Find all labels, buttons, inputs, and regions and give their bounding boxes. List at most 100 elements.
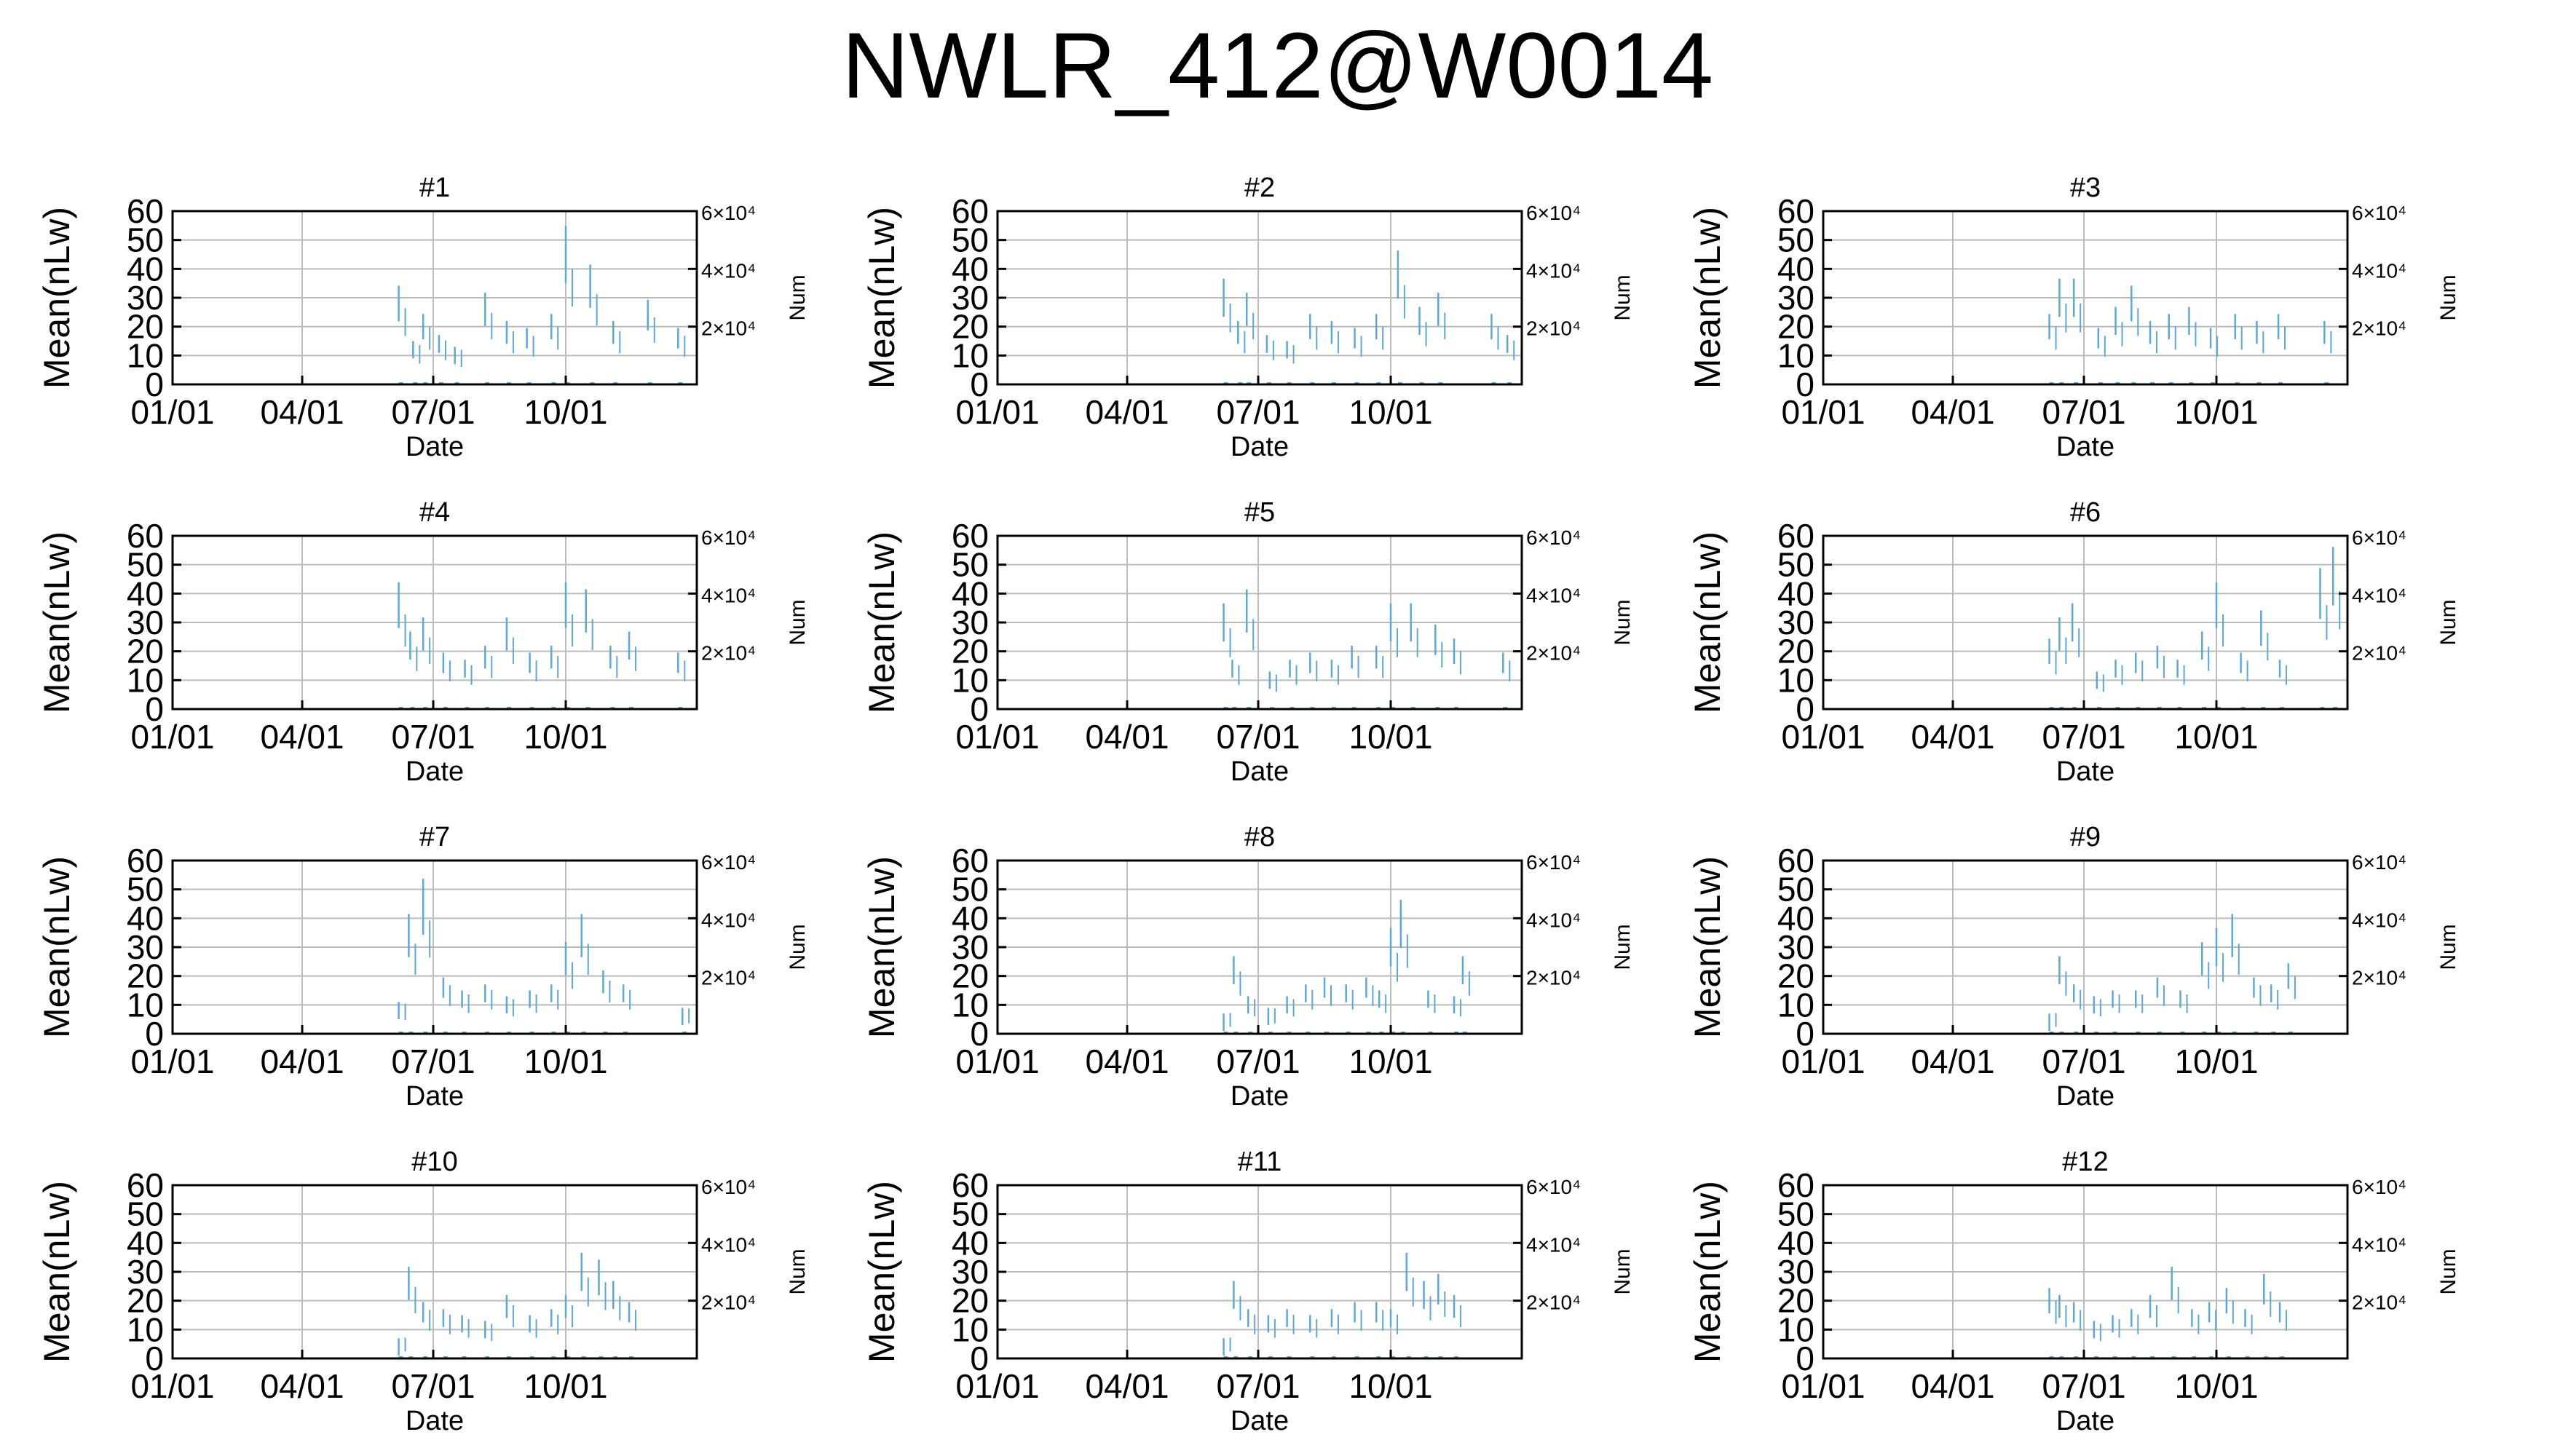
y-axis-label: Mean(nLw) xyxy=(1687,207,1728,389)
x-axis-label: Date xyxy=(2056,432,2114,462)
x-axis-label: Date xyxy=(406,756,464,787)
x-axis-label: Date xyxy=(406,1081,464,1112)
y2-tick-label: 6×10⁴ xyxy=(2352,202,2406,224)
y-tick-label: 30 xyxy=(952,1253,989,1291)
x-tick-label: 07/01 xyxy=(1216,718,1300,756)
y2-axis-label: Num xyxy=(1611,1249,1635,1294)
y-tick-label: 30 xyxy=(952,604,989,641)
y2-tick-label: 6×10⁴ xyxy=(701,1176,756,1198)
panel-title: #9 xyxy=(2070,822,2101,852)
y-tick-label: 40 xyxy=(127,899,164,937)
y-axis-label: Mean(nLw) xyxy=(861,1181,902,1363)
y-tick-label: 10 xyxy=(1777,1310,1814,1348)
y-tick-label: 60 xyxy=(952,517,989,555)
panel-title: #8 xyxy=(1244,822,1275,852)
y-tick-label: 60 xyxy=(127,842,164,879)
x-tick-label: 07/01 xyxy=(1216,1367,1300,1405)
x-tick-label: 10/01 xyxy=(524,1042,607,1080)
y-tick-label: 0 xyxy=(970,1015,989,1053)
y-tick-label: 20 xyxy=(952,1282,989,1320)
y2-tick-label: 6×10⁴ xyxy=(1526,1176,1581,1198)
x-tick-label: 10/01 xyxy=(1348,393,1432,431)
y-tick-label: 0 xyxy=(1796,690,1814,728)
panel-title: #7 xyxy=(419,822,450,852)
x-tick-label: 04/01 xyxy=(1085,393,1169,431)
y-tick-label: 50 xyxy=(127,221,164,259)
y-tick-label: 10 xyxy=(1777,986,1814,1024)
y-axis-label: Mean(nLw) xyxy=(861,856,902,1038)
y-tick-label: 0 xyxy=(970,690,989,728)
y-tick-label: 30 xyxy=(952,279,989,317)
y2-tick-label: 4×10⁴ xyxy=(701,1233,756,1256)
x-tick-label: 04/01 xyxy=(1085,718,1169,756)
x-tick-label: 10/01 xyxy=(1348,1367,1432,1405)
x-tick-label: 01/01 xyxy=(130,1042,214,1080)
y-tick-label: 20 xyxy=(1777,957,1814,995)
x-tick-label: 07/01 xyxy=(1216,1042,1300,1080)
x-tick-label: 04/01 xyxy=(260,718,344,756)
y-tick-label: 60 xyxy=(952,1166,989,1204)
y2-axis-label: Num xyxy=(1611,599,1635,645)
x-tick-label: 07/01 xyxy=(2042,1042,2125,1080)
y2-tick-label: 2×10⁴ xyxy=(1526,642,1581,665)
x-tick-label: 07/01 xyxy=(391,1042,475,1080)
panel-title: #10 xyxy=(411,1147,457,1177)
x-tick-label: 10/01 xyxy=(2174,1042,2258,1080)
y2-tick-label: 2×10⁴ xyxy=(2352,642,2406,665)
y-tick-label: 60 xyxy=(1777,192,1814,230)
panel-title: #11 xyxy=(1238,1147,1282,1177)
y-tick-label: 60 xyxy=(127,1166,164,1204)
y-tick-label: 40 xyxy=(952,574,989,612)
y-axis-label: Mean(nLw) xyxy=(36,531,77,713)
y-tick-label: 30 xyxy=(127,1253,164,1291)
y-tick-label: 10 xyxy=(952,336,989,374)
y-tick-label: 30 xyxy=(127,604,164,641)
y-tick-label: 20 xyxy=(127,957,164,995)
y-tick-label: 20 xyxy=(127,1282,164,1320)
panel-title: #6 xyxy=(2070,497,2101,528)
x-tick-label: 10/01 xyxy=(1348,718,1432,756)
y-tick-label: 50 xyxy=(1777,221,1814,259)
x-tick-label: 10/01 xyxy=(524,393,607,431)
x-tick-label: 04/01 xyxy=(260,393,344,431)
y-tick-label: 50 xyxy=(952,871,989,909)
x-tick-label: 10/01 xyxy=(524,718,607,756)
y-tick-label: 40 xyxy=(952,899,989,937)
panel-title: #1 xyxy=(419,173,450,203)
x-tick-label: 01/01 xyxy=(955,1042,1039,1080)
x-tick-label: 10/01 xyxy=(2174,1367,2258,1405)
y2-tick-label: 4×10⁴ xyxy=(701,909,756,931)
x-tick-label: 07/01 xyxy=(391,718,475,756)
y2-tick-label: 4×10⁴ xyxy=(1526,584,1581,606)
x-tick-label: 10/01 xyxy=(524,1367,607,1405)
y2-axis-label: Num xyxy=(2436,599,2460,645)
y-tick-label: 10 xyxy=(127,1310,164,1348)
y2-axis-label: Num xyxy=(2436,924,2460,970)
y-tick-label: 60 xyxy=(1777,517,1814,555)
y-tick-label: 10 xyxy=(127,336,164,374)
y2-tick-label: 6×10⁴ xyxy=(2352,526,2406,549)
y-axis-label: Mean(nLw) xyxy=(861,207,902,389)
y-tick-label: 10 xyxy=(127,986,164,1024)
y-tick-label: 50 xyxy=(952,546,989,584)
y-tick-label: 50 xyxy=(127,871,164,909)
y-tick-label: 30 xyxy=(952,928,989,966)
y-axis-label: Mean(nLw) xyxy=(1687,531,1728,713)
y-tick-label: 40 xyxy=(127,250,164,288)
panel-title: #2 xyxy=(1244,173,1275,203)
y-tick-label: 50 xyxy=(127,1195,164,1233)
y-tick-label: 60 xyxy=(127,517,164,555)
y-tick-label: 30 xyxy=(1777,604,1814,641)
x-tick-label: 01/01 xyxy=(1781,393,1865,431)
x-axis-label: Date xyxy=(2056,1406,2114,1436)
y-tick-label: 0 xyxy=(1796,1015,1814,1053)
y2-tick-label: 6×10⁴ xyxy=(1526,202,1581,224)
y-tick-label: 0 xyxy=(145,1015,164,1053)
y2-axis-label: Num xyxy=(786,924,810,970)
x-tick-label: 10/01 xyxy=(2174,718,2258,756)
